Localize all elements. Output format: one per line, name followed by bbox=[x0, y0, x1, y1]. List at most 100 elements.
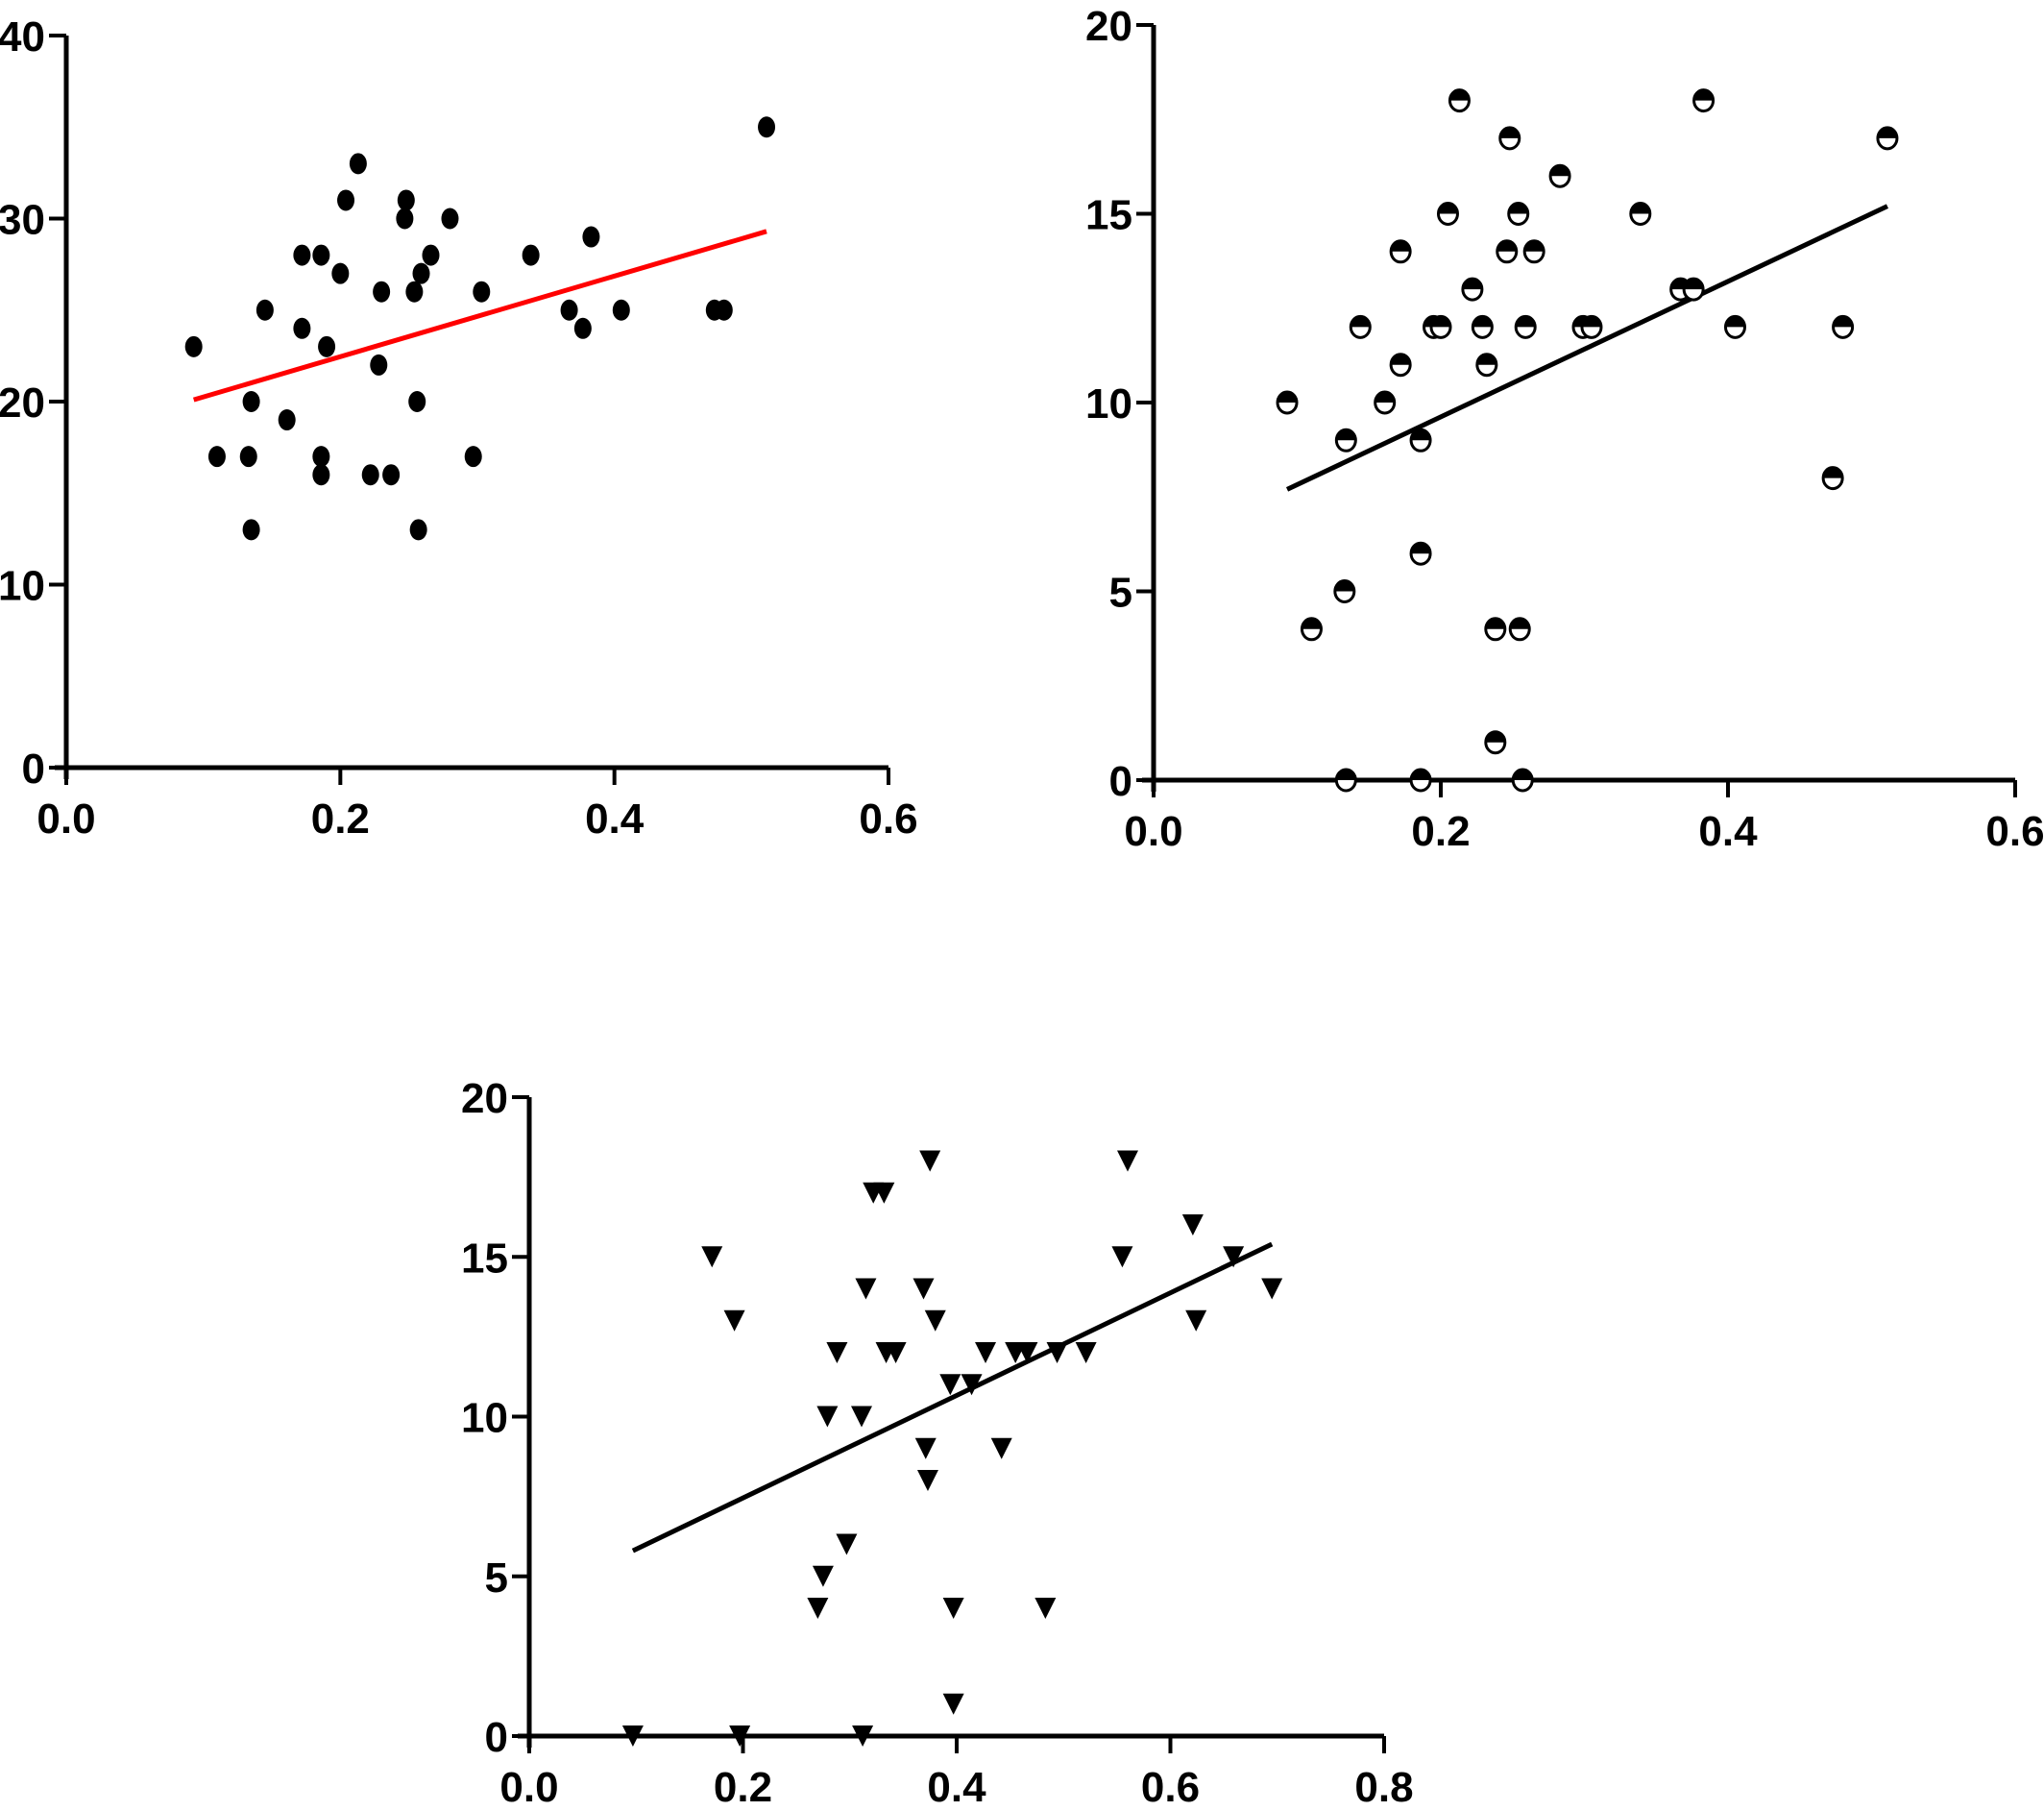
data-point bbox=[961, 1374, 983, 1396]
data-point bbox=[293, 244, 311, 266]
data-point bbox=[1471, 314, 1494, 339]
x-tick-label: 0.2 bbox=[1411, 808, 1470, 855]
data-point bbox=[397, 189, 415, 211]
data-point bbox=[812, 1565, 834, 1587]
y-tick-label: 10 bbox=[461, 1395, 508, 1442]
data-point bbox=[715, 299, 733, 321]
data-point bbox=[855, 1278, 877, 1300]
y-tick-label: 10 bbox=[1085, 380, 1132, 428]
data-point bbox=[1300, 617, 1323, 642]
data-point bbox=[242, 391, 260, 412]
data-point bbox=[612, 299, 630, 321]
data-point bbox=[1508, 617, 1531, 642]
data-point bbox=[852, 1725, 874, 1747]
data-point bbox=[382, 464, 401, 486]
data-point bbox=[312, 244, 330, 266]
data-point bbox=[1682, 277, 1705, 302]
y-tick-label: 0 bbox=[485, 1714, 508, 1761]
data-point bbox=[916, 1470, 938, 1491]
y-tick-label: 5 bbox=[1109, 570, 1132, 617]
data-point bbox=[1034, 1598, 1057, 1619]
data-point bbox=[919, 1150, 941, 1172]
data-point bbox=[412, 262, 430, 284]
x-tick-label: 0.8 bbox=[1354, 1764, 1413, 1811]
data-point bbox=[582, 226, 600, 248]
x-tick-label: 0.6 bbox=[1985, 808, 2044, 855]
data-point bbox=[873, 1182, 895, 1204]
data-point bbox=[361, 464, 379, 486]
data-point bbox=[1389, 239, 1412, 264]
data-point bbox=[1409, 428, 1432, 453]
data-point bbox=[278, 409, 296, 431]
data-point bbox=[1507, 202, 1530, 226]
data-point bbox=[312, 464, 330, 486]
data-point bbox=[1511, 768, 1534, 793]
data-point bbox=[1484, 730, 1507, 755]
data-point bbox=[1522, 239, 1545, 264]
data-point bbox=[337, 189, 355, 211]
data-point bbox=[924, 1309, 946, 1332]
data-point bbox=[422, 244, 440, 266]
data-point bbox=[1692, 88, 1716, 113]
data-point bbox=[826, 1342, 848, 1363]
data-point bbox=[522, 244, 540, 266]
data-point bbox=[885, 1342, 907, 1363]
data-point bbox=[312, 446, 330, 468]
y-tick-label: 10 bbox=[0, 563, 45, 610]
y-tick-label: 15 bbox=[1085, 192, 1132, 239]
y-tick-label: 20 bbox=[461, 1075, 508, 1122]
data-point bbox=[1496, 239, 1519, 264]
data-point bbox=[1409, 768, 1432, 793]
x-tick-label: 0.6 bbox=[859, 795, 917, 843]
data-point bbox=[1429, 314, 1452, 339]
data-point bbox=[1334, 428, 1357, 453]
y-tick-label: 0 bbox=[22, 746, 45, 793]
data-point bbox=[807, 1598, 829, 1619]
x-tick-label: 0.2 bbox=[311, 795, 370, 843]
data-point bbox=[1484, 617, 1507, 642]
data-point bbox=[370, 354, 388, 376]
data-point bbox=[408, 391, 426, 412]
data-point bbox=[729, 1725, 751, 1747]
data-point bbox=[242, 519, 260, 541]
data-point bbox=[912, 1278, 935, 1300]
data-point bbox=[464, 446, 482, 468]
x-tick-label: 0.6 bbox=[1141, 1764, 1200, 1811]
x-tick-label: 0.2 bbox=[714, 1764, 772, 1811]
data-point bbox=[1548, 163, 1571, 188]
data-point bbox=[758, 116, 776, 138]
data-point bbox=[207, 446, 226, 468]
x-tick-label: 0.0 bbox=[499, 1764, 558, 1811]
data-point bbox=[990, 1437, 1012, 1459]
data-point bbox=[1334, 768, 1357, 793]
y-tick-label: 40 bbox=[0, 13, 45, 61]
data-point bbox=[723, 1309, 745, 1332]
data-point bbox=[573, 317, 592, 339]
data-point bbox=[1016, 1342, 1038, 1363]
data-point bbox=[318, 335, 336, 357]
data-point bbox=[293, 317, 311, 339]
data-point bbox=[1046, 1342, 1068, 1363]
data-point bbox=[1832, 314, 1855, 339]
data-point bbox=[1498, 126, 1521, 151]
x-tick-label: 0.0 bbox=[1124, 808, 1182, 855]
data-point bbox=[1475, 353, 1498, 378]
data-point bbox=[1374, 390, 1397, 415]
scatter-panel-1: 0.0 0.2 0.4 0.6 0 10 20 30 40 bbox=[0, 13, 918, 843]
data-point bbox=[560, 299, 578, 321]
data-point bbox=[942, 1598, 964, 1619]
data-point bbox=[409, 519, 427, 541]
y-tick-label: 30 bbox=[0, 197, 45, 244]
data-point bbox=[975, 1342, 997, 1363]
data-point bbox=[621, 1725, 644, 1747]
x-tick-label: 0.4 bbox=[585, 795, 645, 843]
data-point bbox=[1333, 579, 1356, 603]
data-point bbox=[939, 1374, 961, 1396]
data-point bbox=[1448, 88, 1471, 113]
data-point bbox=[396, 208, 414, 230]
data-point bbox=[1276, 390, 1299, 415]
data-point bbox=[1436, 202, 1459, 226]
data-point bbox=[1461, 277, 1484, 302]
data-point bbox=[1185, 1309, 1207, 1332]
